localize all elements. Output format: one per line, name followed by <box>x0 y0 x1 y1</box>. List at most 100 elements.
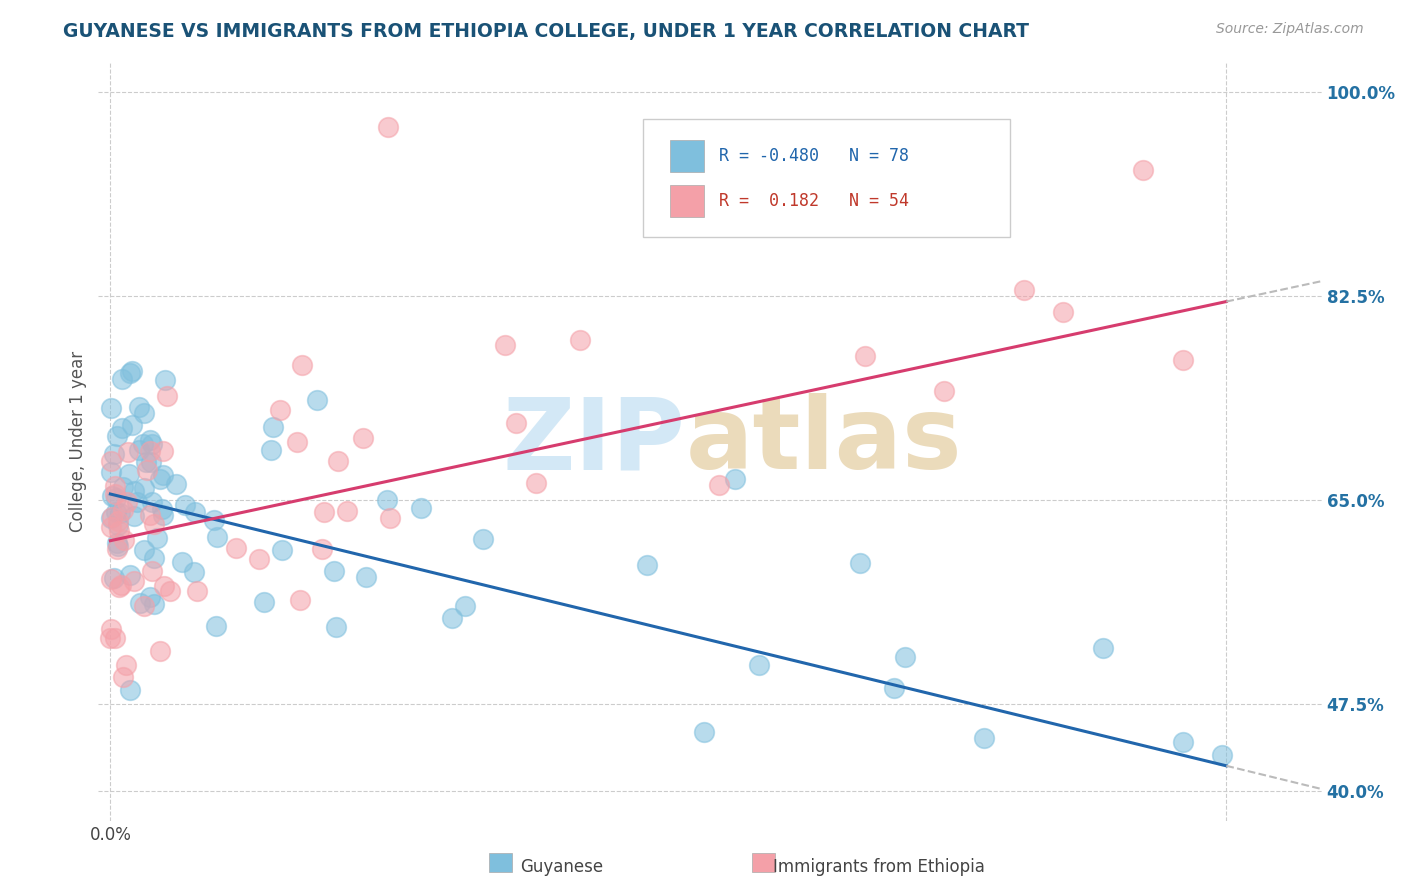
Point <box>118 568 141 582</box>
Point <box>146 531 169 545</box>
Point <box>112 533 135 548</box>
Point <box>128 401 150 415</box>
Point <box>105 429 128 443</box>
Point <box>120 366 142 380</box>
Point <box>893 650 915 665</box>
Point <box>141 565 163 579</box>
Point <box>111 372 134 386</box>
Point <box>121 417 143 432</box>
Point <box>377 120 399 134</box>
Point <box>118 467 141 481</box>
Y-axis label: College, Under 1 year: College, Under 1 year <box>69 351 87 533</box>
Point <box>141 495 163 509</box>
Point <box>934 384 956 398</box>
Text: atlas: atlas <box>686 393 962 490</box>
Point <box>117 445 139 459</box>
Bar <box>669 186 704 217</box>
Point <box>205 619 228 633</box>
Bar <box>489 853 512 872</box>
Point <box>143 551 166 566</box>
Text: R = -0.480   N = 78: R = -0.480 N = 78 <box>718 146 908 165</box>
Point <box>494 338 516 352</box>
Point <box>101 489 124 503</box>
Point <box>249 551 271 566</box>
Point <box>105 505 128 519</box>
Point <box>103 571 125 585</box>
Point <box>1211 747 1233 762</box>
Point <box>724 472 747 486</box>
Point <box>104 487 127 501</box>
Point <box>202 513 225 527</box>
Point <box>291 358 314 372</box>
Point <box>707 478 730 492</box>
Point <box>107 524 129 539</box>
Point <box>132 481 155 495</box>
FancyBboxPatch shape <box>643 120 1010 236</box>
Point <box>505 416 527 430</box>
Point <box>153 373 176 387</box>
Point <box>134 599 156 613</box>
Point <box>165 477 187 491</box>
Point <box>115 658 138 673</box>
Point <box>141 437 163 451</box>
Point <box>125 495 148 509</box>
Point <box>110 421 132 435</box>
Point <box>568 334 591 348</box>
Point <box>120 683 142 698</box>
Point <box>152 443 174 458</box>
Point <box>152 508 174 522</box>
Point <box>156 389 179 403</box>
Point <box>748 657 770 672</box>
Point <box>183 505 205 519</box>
Point <box>100 622 122 636</box>
Text: GUYANESE VS IMMIGRANTS FROM ETHIOPIA COLLEGE, UNDER 1 YEAR CORRELATION CHART: GUYANESE VS IMMIGRANTS FROM ETHIOPIA COL… <box>63 22 1029 41</box>
Point <box>1092 641 1115 656</box>
Point <box>693 725 716 739</box>
Point <box>122 483 145 498</box>
Point <box>138 434 160 448</box>
Point <box>377 493 399 508</box>
Point <box>285 434 308 449</box>
Point <box>853 349 876 363</box>
Point <box>269 403 291 417</box>
Point <box>107 518 129 533</box>
Point <box>100 466 122 480</box>
Point <box>100 572 122 586</box>
Point <box>149 472 172 486</box>
Point <box>378 511 401 525</box>
Point <box>117 495 139 509</box>
Point <box>132 406 155 420</box>
Point <box>107 539 129 553</box>
Point <box>104 479 127 493</box>
Point <box>135 463 157 477</box>
Point <box>253 595 276 609</box>
Point <box>1171 734 1194 748</box>
Point <box>108 507 131 521</box>
Point <box>139 508 162 523</box>
Text: Guyanese: Guyanese <box>520 858 603 876</box>
Point <box>139 590 162 604</box>
Text: R =  0.182   N = 54: R = 0.182 N = 54 <box>718 192 908 211</box>
Point <box>129 596 152 610</box>
Point <box>288 593 311 607</box>
Point <box>143 516 166 531</box>
Point <box>1132 163 1154 178</box>
Point <box>110 578 132 592</box>
Point <box>307 392 329 407</box>
Point <box>107 515 129 529</box>
Point <box>150 502 173 516</box>
Point <box>121 364 143 378</box>
Point <box>134 543 156 558</box>
Point <box>328 453 350 467</box>
Point <box>152 467 174 482</box>
Point <box>100 520 122 534</box>
Point <box>132 437 155 451</box>
Point <box>225 541 247 556</box>
Point <box>105 542 128 557</box>
Point <box>270 543 292 558</box>
Point <box>1052 305 1074 319</box>
Point <box>122 574 145 588</box>
Point <box>186 584 208 599</box>
Point <box>262 420 284 434</box>
Point <box>112 670 135 684</box>
